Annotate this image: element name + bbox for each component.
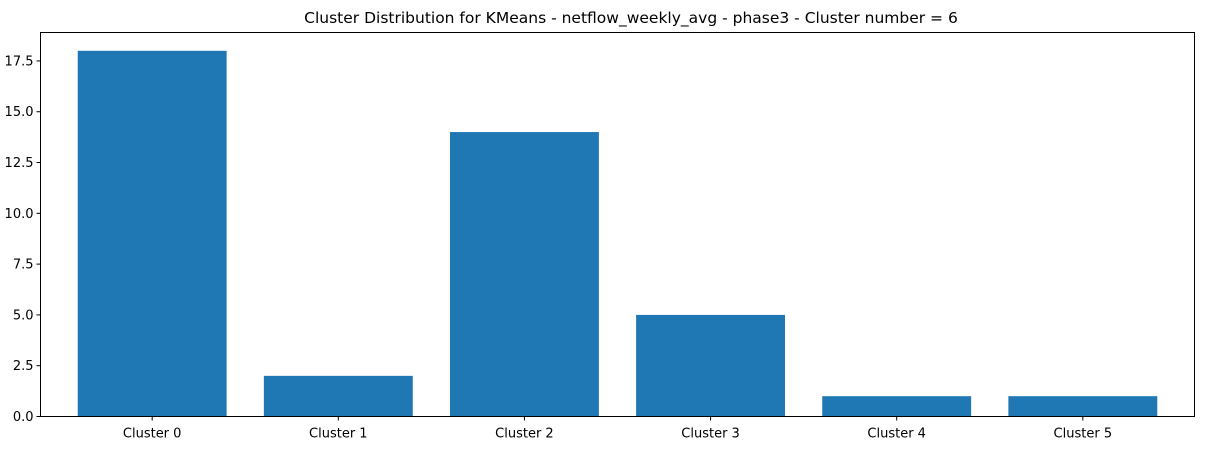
bar-cluster-2: [449, 132, 599, 417]
x-tick-label: Cluster 3: [681, 427, 740, 442]
y-tick-label: 0.0: [13, 410, 34, 425]
y-tick-label: 12.5: [5, 156, 34, 171]
y-tick-label: 2.5: [13, 359, 34, 374]
chart-title: Cluster Distribution for KMeans - netflo…: [304, 9, 958, 28]
bar-cluster-1: [263, 375, 413, 417]
y-tick-label: 7.5: [13, 258, 34, 273]
y-tick-label: 15.0: [5, 105, 34, 120]
y-tick-label: 10.0: [5, 207, 34, 222]
bar-cluster-3: [636, 314, 786, 417]
y-axis-ticks: 0.0 2.5 5.0 7.5 10.0 12.5 15.0 17.5: [5, 54, 41, 425]
x-tick-label: Cluster 4: [867, 427, 926, 442]
x-tick-label: Cluster 0: [123, 427, 182, 442]
bar-cluster-4: [822, 396, 972, 417]
y-tick-label: 5.0: [13, 308, 34, 323]
x-axis-ticks: Cluster 0 Cluster 1 Cluster 2 Cluster 3 Clus…: [123, 416, 1113, 442]
x-tick-label: Cluster 1: [309, 427, 368, 442]
x-tick-label: Cluster 5: [1054, 427, 1113, 442]
plot-frame: [40, 32, 1195, 417]
bar-cluster-5: [1008, 396, 1158, 417]
x-tick-label: Cluster 2: [495, 427, 554, 442]
y-tick-label: 17.5: [5, 54, 34, 69]
bar-cluster-0: [77, 50, 227, 417]
bars-group: [77, 50, 1158, 417]
